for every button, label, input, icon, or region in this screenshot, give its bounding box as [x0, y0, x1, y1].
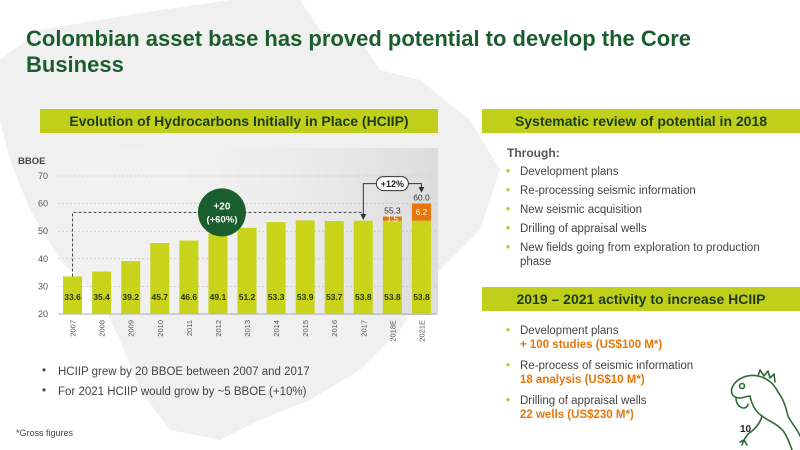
page-number: 10	[740, 424, 752, 435]
bar-value-label: 53.8	[384, 292, 401, 302]
bar-2014	[266, 222, 286, 314]
bar-2008	[92, 271, 112, 314]
activity-highlight: + 100 studies (US$100 M*)	[520, 339, 663, 351]
growth-badge-percent: (+60%)	[206, 214, 237, 225]
bar-2017	[353, 220, 373, 314]
bullet-icon: •	[506, 204, 511, 216]
x-tick-label: 2014	[272, 320, 281, 337]
list-item: • Re-processing seismic information	[506, 185, 696, 197]
bar-value-label: 35.4	[93, 292, 110, 302]
x-tick-label: 2017	[359, 320, 368, 337]
increment-value-label: 1.5	[387, 215, 399, 224]
y-tick-label: 30	[38, 281, 48, 291]
list-item: • Drilling of appraisal wells 22 wells (US…	[504, 394, 744, 422]
y-axis-label: BBOE	[18, 156, 45, 167]
bar-value-label: 53.8	[355, 292, 372, 302]
list-item: • For 2021 HCIIP would grow by ~5 BBOE (+…	[42, 385, 307, 398]
summary-notes: • HCIIP grew by 20 BBOE between 2007 and …	[40, 365, 310, 406]
growth-badge	[197, 188, 246, 237]
bar-value-label: 51.2	[239, 292, 256, 302]
list-item: • Development plans + 100 studies (US$100 …	[504, 324, 744, 352]
bar-2011	[179, 240, 199, 314]
bullet-icon: •	[506, 395, 511, 407]
increment-value-label: 6.2	[416, 208, 428, 217]
x-tick-label: 2018E	[388, 320, 397, 342]
forecast-badge-text: +12%	[381, 179, 404, 189]
bullet-icon: •	[506, 242, 511, 254]
list-item: • New seismic acquisition	[506, 204, 643, 216]
chart-section-header: Evolution of Hydrocarbons Initially in P…	[40, 109, 438, 133]
x-tick-label: 2008	[98, 320, 107, 337]
bar-value-label: 46.6	[181, 292, 198, 302]
x-tick-label: 2010	[156, 320, 165, 337]
activity-list: • Development plans + 100 studies (US$100 …	[504, 324, 744, 429]
bar-2007	[63, 276, 83, 314]
bar-2018e	[382, 220, 402, 314]
y-tick-label: 70	[38, 171, 48, 181]
forecast-badge	[375, 176, 409, 192]
review-section-header: Systematic review of potential in 2018	[482, 109, 800, 133]
bar-value-label: 39.2	[122, 292, 139, 302]
list-item: • HCIIP grew by 20 BBOE between 2007 and …	[42, 365, 310, 378]
iguana-icon	[730, 369, 800, 450]
list-item: • Drilling of appraisal wells	[506, 223, 647, 235]
bullet-icon: •	[42, 385, 47, 397]
activity-highlight: 22 wells (US$230 M*)	[520, 409, 634, 421]
increment-bar-2021e	[411, 203, 431, 221]
list-item: • New fields going from exploration to pr…	[506, 242, 760, 268]
total-value-label: 55.3	[384, 206, 401, 216]
activity-highlight: 18 analysis (US$10 M*)	[520, 374, 645, 386]
through-label: Through:	[507, 146, 560, 160]
footnote: *Gross figures	[16, 428, 74, 438]
x-tick-label: 2013	[243, 320, 252, 337]
page-title: Colombian asset base has proved potentia…	[26, 26, 692, 77]
bullet-icon: •	[506, 325, 511, 337]
x-tick-label: 2021E	[417, 320, 426, 342]
y-tick-label: 40	[38, 254, 48, 264]
x-tick-label: 2015	[301, 320, 310, 337]
bullet-icon: •	[506, 223, 511, 235]
review-list: • Development plans • Re-processing seismi…	[504, 165, 774, 274]
increment-bar-2018e	[382, 216, 402, 221]
bullet-icon: •	[506, 166, 511, 178]
bar-2010	[150, 243, 170, 314]
bullet-icon: •	[506, 360, 511, 372]
x-tick-label: 2012	[214, 320, 223, 337]
activity-section-header: 2019 – 2021 activity to increase HCIIP	[482, 287, 800, 311]
x-tick-label: 2007	[69, 320, 78, 337]
bar-value-label: 49.1	[210, 292, 227, 302]
list-item: • Re-process of seismic information 18 ana…	[504, 359, 744, 387]
bar-2009	[121, 261, 141, 314]
bar-2021e	[411, 220, 431, 314]
x-tick-label: 2009	[127, 320, 136, 337]
bar-2013	[237, 227, 257, 314]
bar-2015	[295, 220, 315, 314]
bar-value-label: 53.7	[326, 292, 343, 302]
x-tick-label: 2011	[185, 320, 194, 336]
bullet-icon: •	[506, 185, 511, 197]
y-tick-label: 50	[38, 226, 48, 236]
bullet-icon: •	[42, 365, 47, 377]
y-tick-label: 20	[38, 309, 48, 319]
y-tick-label: 60	[38, 199, 48, 209]
growth-badge-value: +20	[213, 201, 230, 212]
bar-value-label: 45.7	[151, 292, 168, 302]
bar-value-label: 53.9	[297, 292, 314, 302]
x-tick-label: 2016	[330, 320, 339, 337]
list-item: • Development plans	[506, 166, 619, 178]
bar-value-label: 33.6	[64, 292, 81, 302]
total-value-label: 60.0	[413, 193, 430, 203]
bar-2016	[324, 220, 344, 314]
bar-value-label: 53.8	[413, 292, 430, 302]
bar-2012	[208, 233, 228, 314]
bar-value-label: 53.3	[268, 292, 285, 302]
